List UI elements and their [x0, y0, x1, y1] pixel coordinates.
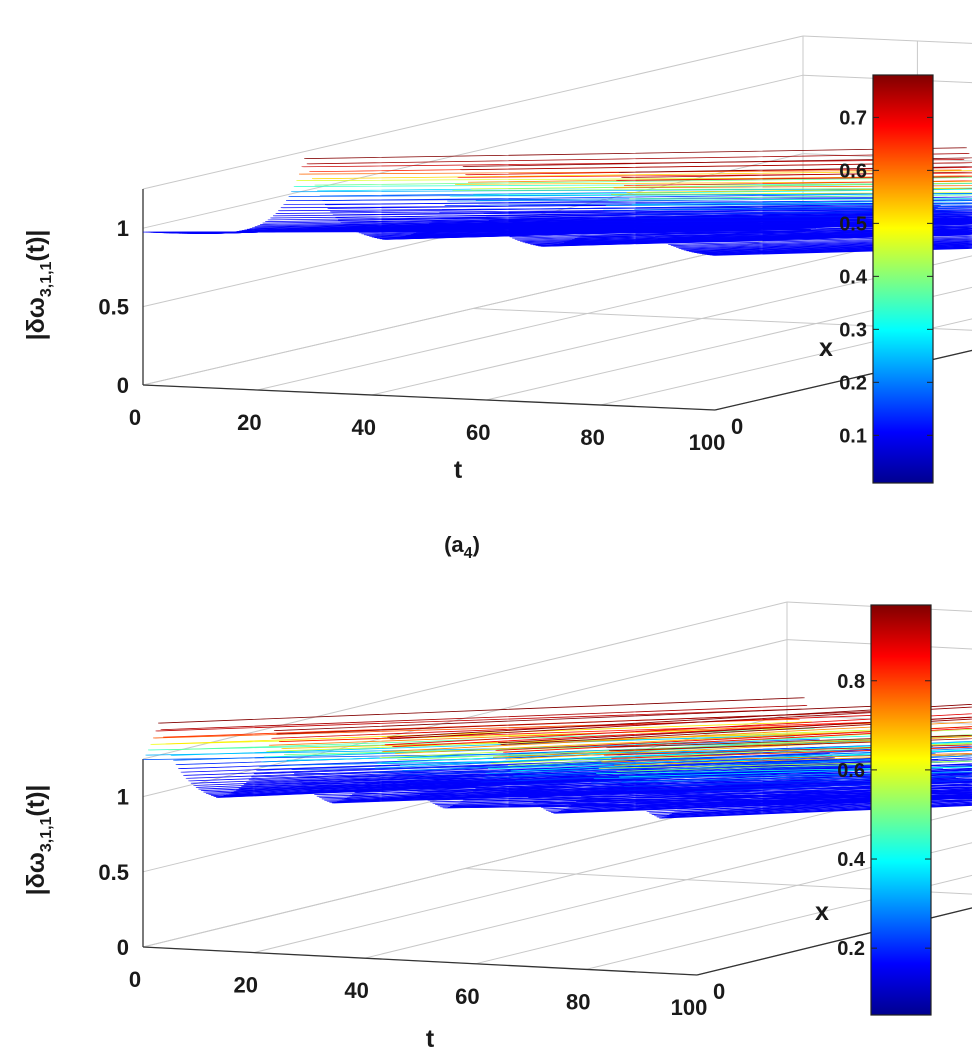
- surface-strip: [311, 170, 972, 180]
- top-plot-ticks: 02040608010005010000.51: [98, 216, 743, 455]
- z-tick-label: 0: [117, 373, 129, 398]
- surface-strip: [399, 741, 972, 766]
- surface-strip: [340, 210, 972, 223]
- t-tick-label: 80: [580, 425, 604, 450]
- colorbar-tick-label: 0.8: [837, 671, 865, 693]
- top-surface: [142, 147, 972, 256]
- surface-strip: [306, 153, 970, 165]
- bottom-surface: [142, 697, 972, 819]
- surface-strip: [569, 232, 972, 241]
- t-tick-label: 100: [689, 430, 726, 455]
- colorbar-tick-label: 0.7: [839, 107, 867, 129]
- t-tick-label: 40: [344, 978, 368, 1003]
- t-tick-label: 20: [234, 973, 258, 998]
- t-tick-label: 80: [566, 989, 590, 1014]
- t-axis-line: [142, 946, 698, 976]
- left-top-edge: [142, 601, 788, 760]
- floor-t-gridline: [253, 795, 898, 954]
- surface-strip: [304, 147, 967, 160]
- bottom-x-axis-label: x: [815, 898, 829, 926]
- t-tick-label: 100: [671, 995, 708, 1020]
- colorbar-tick-label: 0.3: [839, 319, 867, 341]
- surface-strip: [523, 772, 972, 793]
- t-tick-label: 20: [237, 410, 261, 435]
- top-surface-plot: 02040608010005010000.51 t x |δω3,1,1(t)|…: [22, 35, 972, 484]
- bottom-surface-plot: 02040608010005010000.51 t x |δω3,1,1(t)|…: [22, 601, 972, 1050]
- t-tick-label: 40: [352, 415, 376, 440]
- colorbar-tick-label: 0.5: [839, 213, 867, 235]
- top-x-axis-label: x: [819, 334, 833, 362]
- top-z-axis-label: |δω3,1,1(t)|: [22, 230, 55, 341]
- bottom-plot-ticks: 02040608010005010000.51: [98, 785, 725, 1020]
- t-axis-line: [142, 384, 716, 411]
- floor-x-gridline: [472, 308, 972, 331]
- surface-strip: [322, 192, 972, 201]
- surface-strip: [384, 713, 972, 746]
- z-tick-label: 0.5: [98, 295, 129, 320]
- surface-strip: [291, 759, 939, 771]
- surface-strip: [158, 697, 805, 724]
- surface-strip: [510, 749, 972, 772]
- bottom-colorbar: 0.2 0.4 0.6 0.8: [837, 604, 932, 1016]
- top-colorbar: 0.1 0.2 0.3 0.4 0.5 0.6 0.7: [839, 74, 934, 484]
- surface-strip: [503, 727, 972, 753]
- colorbar-tick-label: 0.6: [837, 760, 865, 782]
- colorbar-tick-label: 0.2: [839, 372, 867, 394]
- side-wall-z-gridline: [142, 74, 804, 229]
- surface-strip: [409, 763, 972, 784]
- floor-t-gridline: [486, 286, 972, 401]
- panel-caption: (a4): [444, 532, 480, 562]
- colorbar-tick-label: 0.4: [837, 849, 866, 871]
- surface-strip: [382, 721, 972, 752]
- t-tick-label: 0: [129, 967, 141, 992]
- t-tick-label: 60: [466, 420, 490, 445]
- surface-strip: [397, 734, 972, 761]
- x-tick-label: 0: [731, 414, 743, 439]
- floor-t-gridline: [475, 842, 972, 965]
- back-top-edge: [802, 35, 972, 44]
- colorbar-gradient: [872, 74, 934, 484]
- left-top-edge: [142, 35, 804, 190]
- colorbar-tick-label: 0.4: [839, 266, 868, 288]
- surface-strip: [387, 703, 972, 738]
- surface-strip: [389, 706, 972, 740]
- surface-strip: [404, 753, 972, 776]
- surface-strip: [160, 705, 808, 731]
- surface-strip: [314, 177, 972, 186]
- colorbar-gradient: [870, 604, 932, 1016]
- colorbar-tick-label: 0.2: [837, 938, 865, 960]
- x-axis-line: [714, 349, 972, 411]
- surface-strip: [417, 775, 972, 793]
- bottom-t-axis-label: t: [426, 1025, 435, 1050]
- surface-strip: [394, 726, 972, 754]
- z-tick-label: 1: [117, 785, 129, 810]
- surface-strip: [402, 748, 972, 771]
- colorbar-tick-label: 0.6: [839, 160, 867, 182]
- x-tick-label: 0: [713, 979, 725, 1004]
- floor-t-gridline: [142, 231, 804, 386]
- x-axis-line: [696, 907, 972, 976]
- z-tick-label: 0: [117, 935, 129, 960]
- z-tick-label: 0.5: [98, 860, 129, 885]
- z-tick-label: 1: [117, 216, 129, 241]
- colorbar-tick-label: 0.1: [839, 425, 867, 447]
- floor-t-gridline: [257, 236, 918, 391]
- bottom-z-axis-label: |δω3,1,1(t)|: [22, 785, 55, 896]
- surface-strip: [153, 718, 800, 739]
- t-tick-label: 60: [455, 984, 479, 1009]
- top-t-axis-label: t: [454, 456, 463, 484]
- surface-strip: [505, 735, 972, 760]
- t-tick-label: 0: [129, 405, 141, 430]
